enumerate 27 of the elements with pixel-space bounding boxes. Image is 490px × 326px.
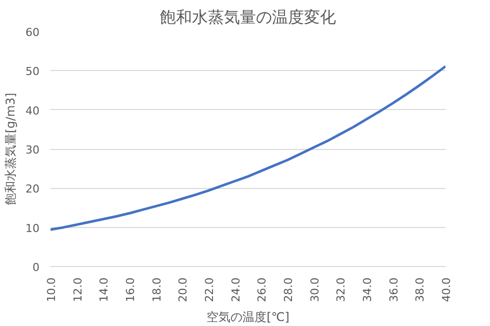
x-tick-label: 22.0 [203,277,216,302]
x-axis-title: 空気の温度[℃] [206,310,290,324]
y-tick-label: 20 [26,182,40,196]
y-tick-label: 40 [26,104,40,118]
x-tick-label: 38.0 [414,277,427,302]
line-series [50,65,446,231]
x-tick-label: 28.0 [282,277,295,302]
x-tick-label: 32.0 [334,277,348,302]
x-tick-label: 30.0 [308,277,322,302]
y-tick-label: 10 [26,222,40,235]
y-axis-title: 飽和水蒸気量[g/m3] [4,92,18,206]
chart-title: 飽和水蒸気量の温度変化 [160,8,336,26]
x-tick-label: 14.0 [98,277,111,302]
x-tick-label: 20.0 [176,277,190,302]
y-tick-label: 50 [26,65,40,78]
x-tick-label: 34.0 [361,277,374,302]
y-tick-label: 30 [26,144,40,156]
x-tick-label: 10.0 [45,277,58,302]
x-tick-label: 24.0 [229,277,242,302]
x-tick-label: 40.0 [440,277,453,302]
y-tick-label: 60 [26,26,40,39]
x-tick-label: 18.0 [150,277,164,302]
x-tick-label: 36.0 [387,277,400,302]
x-tick-label: 12.0 [71,277,84,302]
x-tick-label: 16.0 [124,277,137,302]
x-tick-label: 26.0 [256,277,269,302]
y-tick-label: 0 [32,261,40,274]
